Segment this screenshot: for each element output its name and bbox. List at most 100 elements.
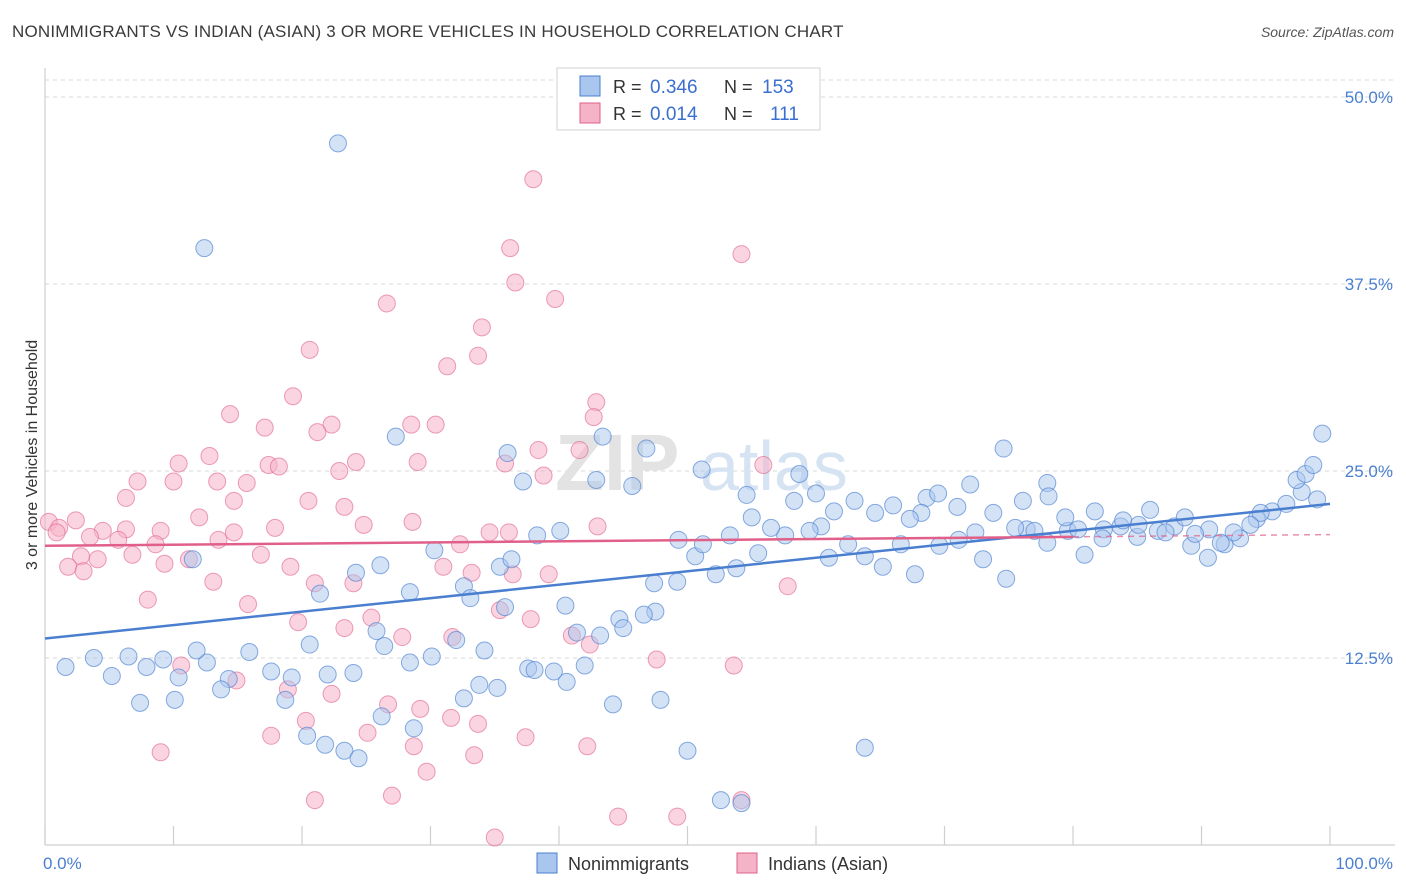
point-indians-1 <box>501 239 520 258</box>
point-indians-17 <box>255 418 274 437</box>
point-nonimmigrants-49 <box>997 569 1016 588</box>
point-indians-53 <box>588 517 607 536</box>
point-indians-19 <box>529 441 548 460</box>
point-indians-65 <box>462 563 481 582</box>
point-indians-11 <box>587 393 606 412</box>
point-nonimmigrants-15 <box>994 439 1013 458</box>
point-indians-71 <box>155 554 174 573</box>
point-indians-38 <box>335 497 354 516</box>
point-nonimmigrants-126 <box>240 643 259 662</box>
point-nonimmigrants-145 <box>372 707 391 726</box>
point-nonimmigrants-120 <box>367 622 386 641</box>
correlation-legend: R = 0.346 N = 153 R = 0.014 N = 111 <box>556 67 821 131</box>
point-nonimmigrants-102 <box>762 518 781 537</box>
point-nonimmigrants-2 <box>386 427 405 446</box>
point-indians-13 <box>402 415 421 434</box>
point-indians-47 <box>266 518 285 537</box>
point-nonimmigrants-114 <box>496 598 515 617</box>
point-indians-9 <box>472 318 491 337</box>
point-nonimmigrants-43 <box>873 557 892 576</box>
point-nonimmigrants-124 <box>282 668 301 687</box>
point-nonimmigrants-45 <box>905 565 924 584</box>
point-nonimmigrants-4 <box>593 427 612 446</box>
point-indians-106 <box>382 786 401 805</box>
point-indians-98 <box>578 737 597 756</box>
point-indians-73 <box>74 562 93 581</box>
point-nonimmigrants-83 <box>1093 529 1112 548</box>
point-nonimmigrants-122 <box>318 665 337 684</box>
point-indians-32 <box>534 466 553 485</box>
legend-n-label-2: N = <box>724 104 753 124</box>
point-indians-25 <box>169 454 188 473</box>
point-indians-83 <box>521 610 540 629</box>
point-nonimmigrants-7 <box>587 470 606 489</box>
point-indians-51 <box>480 523 499 542</box>
point-indians-30 <box>269 457 288 476</box>
point-indians-104 <box>151 743 170 762</box>
point-nonimmigrants-99 <box>824 502 843 521</box>
point-nonimmigrants-29 <box>502 550 521 569</box>
point-indians-3 <box>506 273 525 292</box>
point-indians-78 <box>335 619 354 638</box>
point-indians-94 <box>411 699 430 718</box>
point-nonimmigrants-104 <box>720 526 739 545</box>
legend-r-value-1: 0.346 <box>650 77 698 98</box>
point-indians-33 <box>754 456 773 475</box>
point-nonimmigrants-141 <box>298 726 317 745</box>
point-nonimmigrants-123 <box>300 635 319 654</box>
point-indians-87 <box>724 656 743 675</box>
point-nonimmigrants-154 <box>651 690 670 709</box>
point-nonimmigrants-53 <box>1075 545 1094 564</box>
point-indians-27 <box>128 472 147 491</box>
point-nonimmigrants-130 <box>169 668 188 687</box>
point-nonimmigrants-74 <box>1224 523 1243 542</box>
point-nonimmigrants-148 <box>470 675 489 694</box>
point-nonimmigrants-105 <box>693 535 712 554</box>
point-nonimmigrants-47 <box>949 530 968 549</box>
point-nonimmigrants-108 <box>634 605 653 624</box>
point-nonimmigrants-14 <box>961 475 980 494</box>
legend-swatch-blue <box>579 75 601 97</box>
point-nonimmigrants-3 <box>498 444 517 463</box>
point-indians-109 <box>668 807 687 826</box>
legend-r-label-1: R = <box>613 77 642 97</box>
point-indians-69 <box>88 550 107 569</box>
point-nonimmigrants-118 <box>400 653 419 672</box>
point-nonimmigrants-110 <box>591 626 610 645</box>
point-indians-107 <box>417 762 436 781</box>
point-indians-6 <box>300 340 319 359</box>
bottom-legend: Nonimmigrants Indians (Asian) <box>536 852 888 874</box>
point-indians-99 <box>296 711 315 730</box>
point-indians-14 <box>426 415 445 434</box>
point-nonimmigrants-25 <box>371 556 390 575</box>
point-nonimmigrants-73 <box>1241 515 1260 534</box>
point-indians-103 <box>465 746 484 765</box>
point-nonimmigrants-86 <box>1056 508 1075 527</box>
point-indians-80 <box>393 628 412 647</box>
point-nonimmigrants-75 <box>1211 533 1230 552</box>
point-indians-108 <box>609 807 628 826</box>
point-nonimmigrants-8 <box>623 476 642 495</box>
point-indians-12 <box>221 405 240 424</box>
point-indians-55 <box>80 527 99 546</box>
legend-n-label-1: N = <box>724 77 753 97</box>
source-label: Source: ZipAtlas.com <box>1260 24 1394 40</box>
point-indians-64 <box>434 557 453 576</box>
point-nonimmigrants-84 <box>1085 502 1104 521</box>
point-nonimmigrants-80 <box>1141 500 1160 519</box>
point-nonimmigrants-131 <box>154 650 173 669</box>
axes <box>44 68 1395 846</box>
point-nonimmigrants-30 <box>556 596 575 615</box>
point-nonimmigrants-133 <box>119 647 138 666</box>
point-indians-97 <box>516 728 535 747</box>
trend-line-nonimmigrants <box>44 502 1331 640</box>
y-tick-labels: 12.5% 25.0% 37.5% 50.0% <box>1345 88 1393 668</box>
point-indians-61 <box>281 557 300 576</box>
point-indians-15 <box>322 415 341 434</box>
point-indians-45 <box>190 508 209 527</box>
point-indians-102 <box>404 737 423 756</box>
trend-lines <box>44 502 1331 640</box>
watermark-atlas: atlas <box>700 427 848 505</box>
point-indians-67 <box>539 565 558 584</box>
